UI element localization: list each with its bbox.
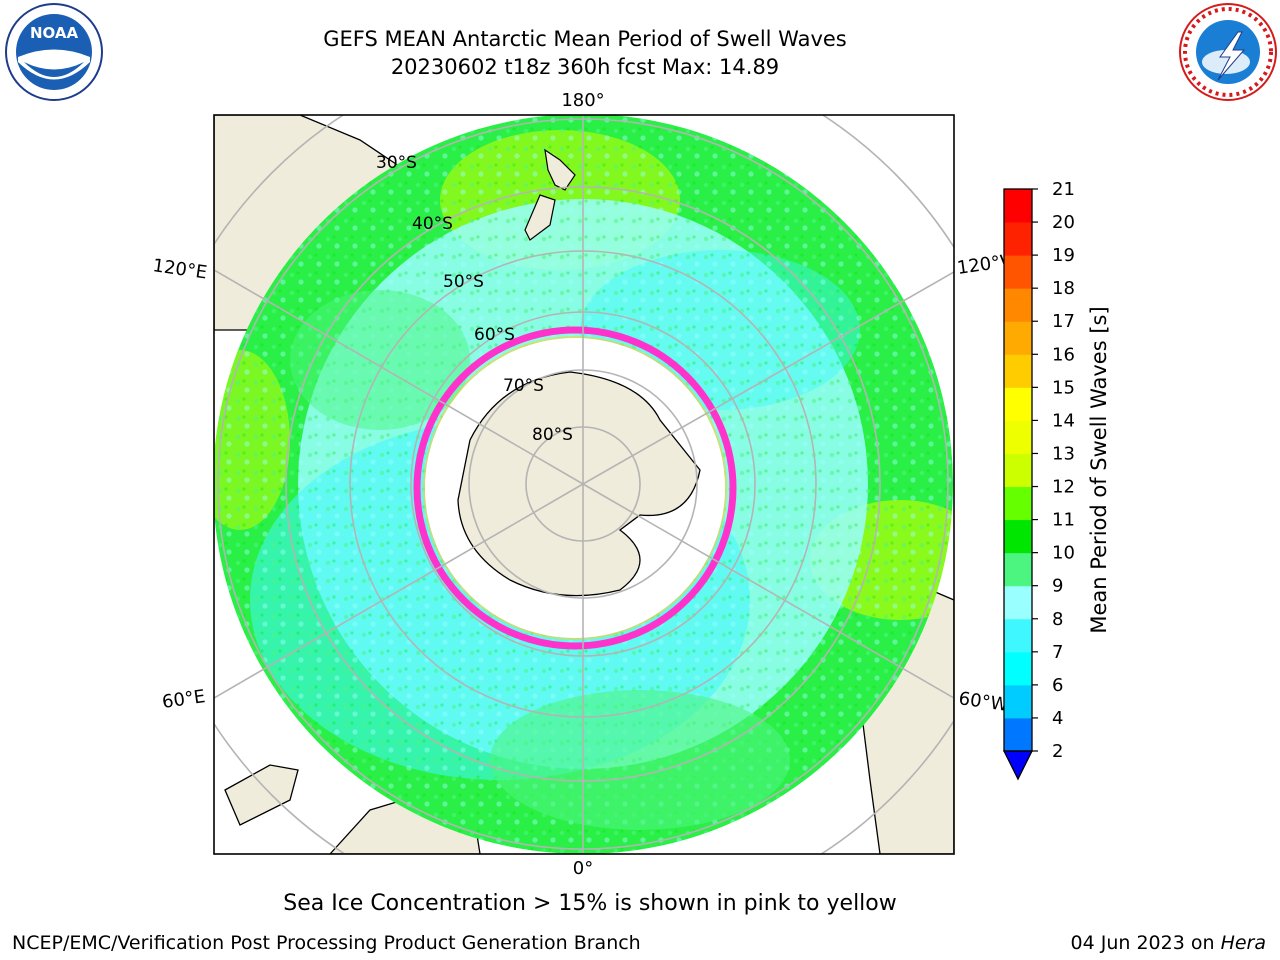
colorbar-tick-label: 2 [1052,741,1063,762]
sea-ice-note: Sea Ice Concentration > 15% is shown in … [283,891,897,916]
lat-label-60: 60°S [474,325,515,345]
colorbar-segment [1004,222,1032,256]
lon-label-120e: 120°E [151,255,208,283]
noaa-logo-text: NOAA [30,24,79,42]
colorbar-tick-label: 18 [1052,278,1075,299]
lat-label-80: 80°S [532,425,573,445]
antarctica-land [457,371,701,597]
colorbar-segment [1004,189,1032,223]
colorbar-tick-label: 4 [1052,708,1063,729]
lon-label-0: 0° [573,858,593,879]
colorbar-segment [1004,255,1032,289]
lon-label-180: 180° [561,90,604,111]
colorbar-segment [1004,321,1032,355]
colorbar-segment [1004,684,1032,719]
colorbar-extend-arrow [1002,750,1034,781]
colorbar-tick-label: 17 [1052,311,1075,332]
nws-logo [1179,3,1277,101]
colorbar-tick-label: 21 [1052,179,1075,200]
colorbar-tick-label: 9 [1052,576,1063,597]
colorbar-tick-label: 8 [1052,609,1063,630]
colorbar-tick-label: 13 [1052,443,1075,464]
colorbar-segment [1004,486,1032,521]
sea-ice-edge [413,326,737,650]
colorbar-tick-label: 10 [1052,543,1075,564]
colorbar-tick-label: 12 [1052,477,1075,498]
colorbar-frame [1003,188,1033,752]
colorbar-segment [1004,717,1032,752]
colorbar-tick-label: 11 [1052,510,1075,531]
colorbar-segment [1004,453,1032,488]
chart-subtitle: 20230602 t18z 360h fcst Max: 14.89 [390,55,780,79]
lon-label-60w: 60°W [957,688,1009,716]
colorbar-segment [1004,552,1032,587]
colorbar-segment [1004,618,1032,653]
colorbar-label: Mean Period of Swell Waves [s] [1087,306,1111,633]
colorbar-tick-label: 16 [1052,344,1075,365]
colorbar-tick-label: 6 [1052,675,1063,696]
colorbar-tick-label: 20 [1052,212,1075,233]
credit-text: NCEP/EMC/Verification Post Processing Pr… [12,932,641,954]
new-zealand-land [524,148,576,241]
colorbar: 2 4 6 7 8 9 10 11 12 13 14 15 16 17 18 19 20 21 [1002,179,1075,781]
chart-title: GEFS MEAN Antarctic Mean Period of Swell… [323,27,847,51]
lat-label-50: 50°S [443,272,484,292]
noaa-logo: NOAA [5,3,103,101]
lat-label-40: 40°S [412,214,453,234]
colorbar-segment [1004,387,1032,421]
lat-label-30: 30°S [376,153,417,173]
madagascar-land [224,764,299,826]
map-frame [213,114,955,855]
colorbar-tick-label: 19 [1052,245,1075,266]
latitude-labels: 30°S 40°S 50°S 60°S 70°S 80°S [376,153,573,445]
colorbar-tick-label: 15 [1052,377,1075,398]
machine-name: Hera [1220,932,1266,954]
graticule [214,115,954,854]
date-credit: 04 Jun 2023 on Hera [1071,932,1266,954]
lon-label-60e: 60°E [161,686,207,713]
colorbar-segment [1004,420,1032,454]
lat-label-70: 70°S [503,376,544,396]
colorbar-segment [1004,354,1032,388]
map-area: 30°S 40°S 50°S 60°S 70°S 80°S [214,115,954,854]
colorbar-segment [1004,585,1032,620]
colorbar-tick-label: 7 [1052,642,1063,663]
colorbar-segment [1004,288,1032,322]
date-text: 04 Jun 2023 on [1070,932,1221,954]
colorbar-tick-label: 14 [1052,410,1075,431]
swell-period-field [214,115,953,854]
colorbar-segment [1004,519,1032,554]
colorbar-segment [1004,651,1032,686]
